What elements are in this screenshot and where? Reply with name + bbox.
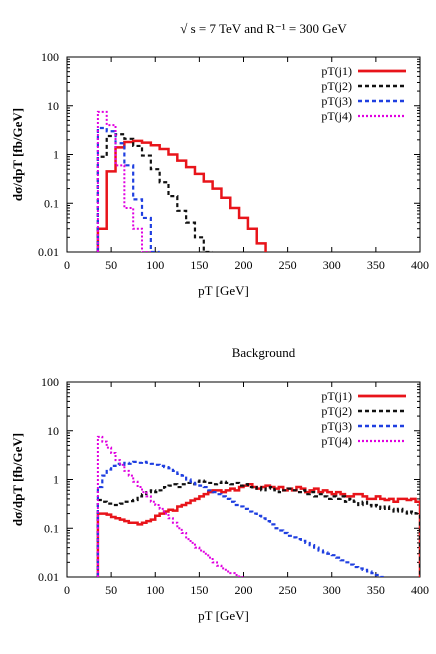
y-tick-label: 0.01 <box>38 570 59 584</box>
x-tick-label: 250 <box>279 258 297 272</box>
x-tick-label: 0 <box>64 258 70 272</box>
x-tick-label: 50 <box>105 583 117 597</box>
chart-panel-2: Background 0 50 100 150 200 250 300 350 400 0.01 0.… <box>10 345 429 623</box>
series-line-4 <box>96 435 244 577</box>
series-line-3 <box>96 460 385 577</box>
x-tick-label: 250 <box>279 583 297 597</box>
chart-title: √ s = 7 TeV and R⁻¹ = 300 GeV <box>180 21 347 36</box>
x-tick-label: 150 <box>190 258 208 272</box>
x-tick-label: 200 <box>235 258 253 272</box>
y-tick-label: 10 <box>47 99 59 113</box>
x-tick-label: 350 <box>367 258 385 272</box>
y-tick-label: 10 <box>47 424 59 438</box>
y-tick-label: 0.1 <box>44 196 59 210</box>
series-line-4 <box>96 110 151 252</box>
chart-panel-1: √ s = 7 TeV and R⁻¹ = 300 GeV 0 50 100 150 20… <box>10 21 429 298</box>
legend-label-3: pT(j3) <box>321 94 352 108</box>
legend-label-1: pT(j1) <box>321 389 352 403</box>
chart-title: Background <box>232 345 296 360</box>
x-tick-label: 100 <box>146 258 164 272</box>
y-tick-label: 0.1 <box>44 521 59 535</box>
series-line-2 <box>96 479 420 577</box>
y-tick-label: 100 <box>41 375 59 389</box>
x-tick-label: 200 <box>235 583 253 597</box>
legend-label-2: pT(j2) <box>321 79 352 93</box>
x-tick-label: 300 <box>323 583 341 597</box>
series-line-1 <box>96 139 267 252</box>
legend-label-4: pT(j4) <box>321 109 352 123</box>
y-axis-label: dσ/dpT [fb/GeV] <box>10 108 25 201</box>
x-tick-label: 350 <box>367 583 385 597</box>
x-tick-label: 150 <box>190 583 208 597</box>
legend-label-4: pT(j4) <box>321 434 352 448</box>
legend-label-3: pT(j3) <box>321 419 352 433</box>
x-tick-label: 400 <box>411 583 429 597</box>
x-tick-label: 400 <box>411 258 429 272</box>
series-line-3 <box>96 126 160 252</box>
x-tick-label: 100 <box>146 583 164 597</box>
y-tick-label: 0.01 <box>38 245 59 259</box>
y-tick-label: 1 <box>53 473 59 487</box>
legend-label-1: pT(j1) <box>321 64 352 78</box>
y-tick-label: 100 <box>41 50 59 64</box>
x-axis-label: pT [GeV] <box>198 608 249 623</box>
series-line-1 <box>96 482 420 577</box>
legend-label-2: pT(j2) <box>321 404 352 418</box>
x-tick-label: 0 <box>64 583 70 597</box>
y-tick-label: 1 <box>53 148 59 162</box>
x-axis-label: pT [GeV] <box>198 283 249 298</box>
x-tick-label: 50 <box>105 258 117 272</box>
x-tick-label: 300 <box>323 258 341 272</box>
y-axis-label: dσ/dpT [fb/GeV] <box>10 433 25 526</box>
